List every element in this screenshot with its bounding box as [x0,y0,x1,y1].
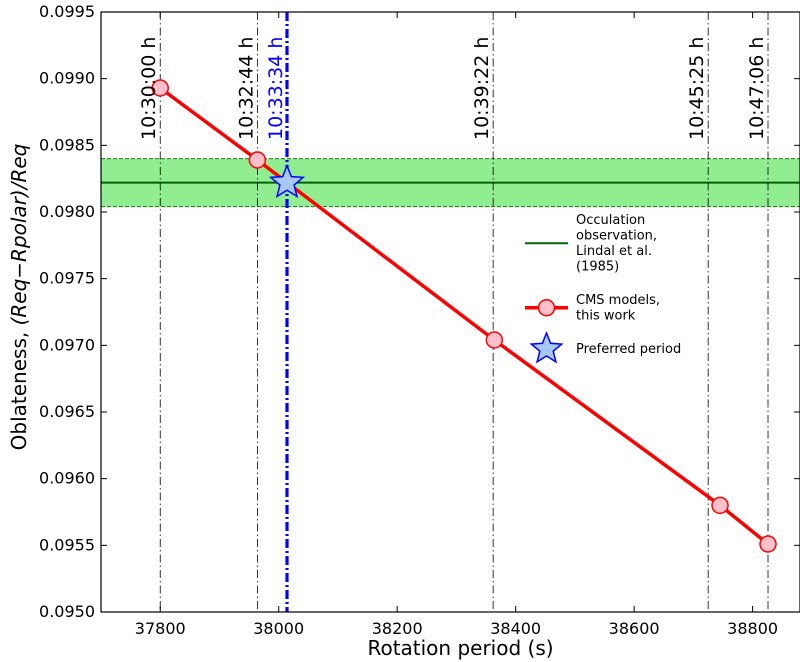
y-tick-label-3: 0.0960 [39,469,95,488]
y-axis-title-text: Oblateness, [7,325,31,450]
period-label-1: 10:30:00 h [138,37,160,140]
series-point-1 [151,79,169,97]
plot-frame [100,11,800,613]
preferred-period-layer [268,163,306,199]
y-tick-label-9: 0.0990 [39,69,95,88]
y-axis-title: Oblateness, (Req−Rpolar)/Req [7,144,31,451]
series-point-3 [485,331,504,349]
y-axis-title-formula: (Req−Rpolar)/Req [7,144,31,326]
legend-label-2-2: this work [576,309,636,324]
x-tick-label-5: 38600 [609,619,660,638]
series-layer [151,79,777,553]
y-tick-label-7: 0.0980 [39,202,95,221]
x-tick-label-6: 38800 [727,619,778,638]
period-label-5: 10:45:25 h [686,37,708,140]
x-tick-label-4: 38400 [490,619,541,638]
legend-label-1-3: Lindal et al. [576,244,652,259]
y-tick-label-4: 0.0965 [39,402,95,421]
period-label-6: 10:47:06 h [746,37,768,140]
x-axis-title: Rotation period (s) [367,636,553,660]
y-tick-label-1: 0.0950 [39,602,95,621]
legend-star-3 [529,330,564,364]
x-axis-ticks: 37800 38000 38200 38400 38600 38800 [135,12,778,638]
legend-label-1-4: (1985) [576,260,619,275]
y-axis-ticks: 0.0950 0.0955 0.0960 0.0965 0.0970 0.0975 0.09… [39,2,800,621]
period-label-3: 10:33:34 h [265,37,287,140]
x-tick-label-1: 37800 [135,619,186,638]
legend-label-3-1: Preferred period [576,342,681,357]
legend-label-1-2: observation, [576,229,657,244]
series-point-4 [711,496,729,515]
axes-layer [100,11,800,613]
y-tick-label-5: 0.0970 [39,335,95,354]
legend-label-2-1: CMS models, [576,293,660,308]
period-marker-lines [159,12,769,612]
series-point-2 [248,151,267,169]
series-point-5 [759,535,777,553]
y-tick-label-2: 0.0955 [39,535,95,554]
period-label-2: 10:32:44 h [235,37,257,140]
x-tick-label-3: 38200 [372,619,423,638]
observation-band-layer [101,158,800,208]
period-annotation-labels: 10:30:00 h 10:32:44 h 10:33:34 h 10:39:22 h… [138,37,768,140]
legend-marker-2 [537,299,556,317]
y-tick-label-8: 0.0985 [39,135,95,154]
legend-label-1-1: Occulation [576,213,645,228]
y-tick-label-10: 0.0995 [39,2,95,21]
y-tick-label-6: 0.0975 [39,269,95,288]
period-label-4: 10:39:22 h [471,37,493,140]
preferred-star [268,163,306,199]
x-tick-label-2: 38000 [253,619,304,638]
